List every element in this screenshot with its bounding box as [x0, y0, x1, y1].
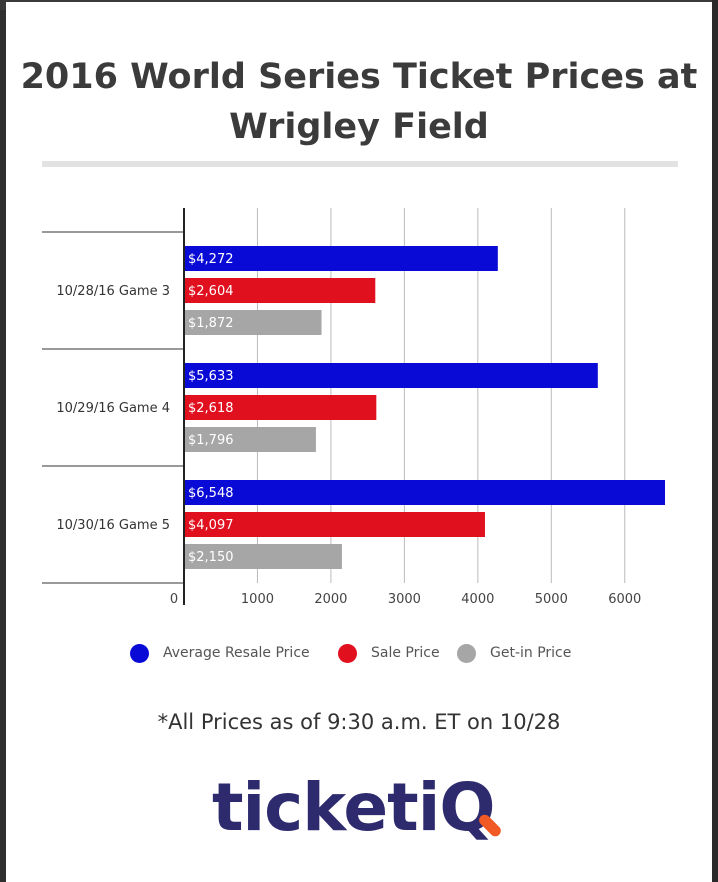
bar-label-1-2: $4,097	[188, 518, 234, 533]
legend-item-resale: Average Resale Price	[130, 641, 310, 665]
legend-swatch-getin	[457, 643, 476, 663]
x-tick-label-6000: 6000	[608, 592, 641, 607]
bar-0-1	[184, 363, 598, 388]
x-tick-label-4000: 4000	[461, 592, 494, 607]
x-tick-label-1000: 1000	[241, 592, 274, 607]
legend-item-getin: Get-in Price	[457, 641, 571, 665]
bar-label-0-2: $6,548	[188, 486, 234, 501]
x-tick-label-3000: 3000	[388, 592, 421, 607]
bar-label-2-2: $2,150	[188, 550, 234, 565]
bar-1-0	[184, 278, 376, 303]
chart-legend: Average Resale Price Sale Price Get-in P…	[0, 641, 718, 665]
bar-0-2	[184, 480, 666, 505]
bar-1-2	[184, 512, 485, 537]
logo-wordmark: ticketi	[212, 769, 440, 846]
x-tick-label-0: 0	[170, 592, 178, 607]
x-tick-label-5000: 5000	[535, 592, 568, 607]
bar-1-1	[184, 395, 377, 420]
category-label-2: 10/30/16 Game 5	[56, 518, 170, 533]
legend-swatch-resale	[130, 643, 149, 663]
x-tick-label-2000: 2000	[314, 592, 347, 607]
chart-title: 2016 World Series Ticket Prices at Wrigl…	[20, 57, 698, 147]
title-divider	[42, 161, 678, 167]
legend-label-resale: Average Resale Price	[163, 645, 310, 661]
footnote: *All Prices as of 9:30 a.m. ET on 10/28	[157, 710, 561, 734]
category-label-0: 10/28/16 Game 3	[56, 284, 170, 299]
magnifier-q-icon: Q	[439, 768, 504, 848]
infographic-card	[6, 2, 712, 882]
legend-label-getin: Get-in Price	[490, 645, 572, 661]
bar-label-1-0: $2,604	[188, 284, 234, 299]
bar-label-1-1: $2,618	[188, 401, 234, 416]
page-edge	[712, 0, 718, 882]
legend-swatch-sale	[338, 643, 357, 663]
legend-label-sale: Sale Price	[371, 645, 440, 661]
bar-label-2-0: $1,872	[188, 316, 234, 331]
legend-item-sale: Sale Price	[338, 641, 440, 665]
bar-chart: 0 1000 2000 3000 4000 5000 6000 10/28/16 Game 3…	[42, 208, 666, 607]
bar-2-2	[184, 544, 342, 569]
bar-0-0	[184, 246, 498, 271]
bar-label-2-1: $1,796	[188, 433, 234, 448]
category-label-1: 10/29/16 Game 4	[56, 401, 170, 416]
bar-label-0-1: $5,633	[188, 369, 234, 384]
bar-2-0	[184, 310, 322, 335]
bar-label-0-0: $4,272	[188, 252, 234, 267]
ticketiq-logo: ticketiQ	[212, 768, 532, 848]
bar-2-1	[184, 427, 316, 452]
